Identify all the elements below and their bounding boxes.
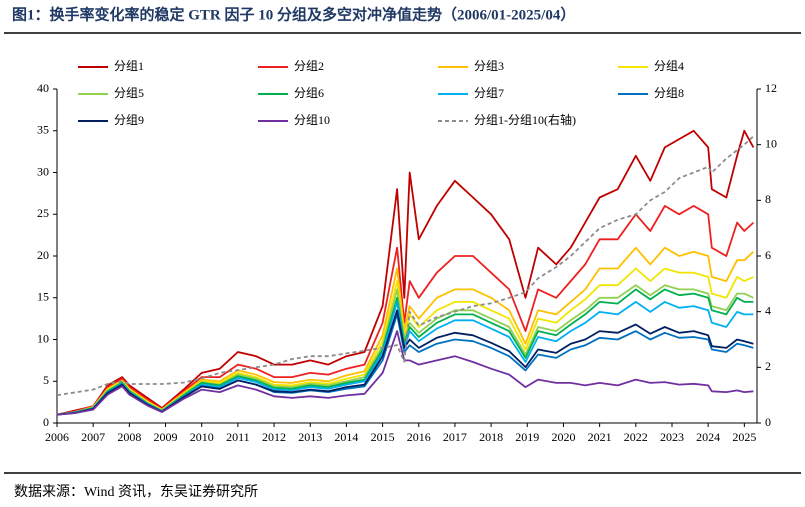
x-tick-label: 2017 [443, 430, 467, 444]
x-tick-label: 2021 [588, 430, 612, 444]
legend-label: 分组8 [654, 86, 684, 100]
x-tick-label: 2010 [190, 430, 214, 444]
y2-tick-label: 0 [765, 415, 771, 429]
y-tick-label: 30 [37, 164, 49, 178]
legend-label: 分组7 [474, 86, 504, 100]
legend-label: 分组6 [294, 86, 324, 100]
y-tick-label: 0 [43, 415, 49, 429]
y-tick-label: 20 [37, 248, 49, 262]
x-tick-label: 2014 [334, 430, 358, 444]
x-tick-label: 2008 [117, 430, 141, 444]
x-tick-label: 2011 [226, 430, 250, 444]
legend-label: 分组10 [294, 113, 330, 127]
legend-label: 分组1 [114, 59, 144, 73]
y2-tick-label: 6 [765, 248, 771, 262]
x-tick-label: 2012 [262, 430, 286, 444]
y-tick-label: 15 [37, 290, 49, 304]
legend-label: 分组2 [294, 59, 324, 73]
x-tick-label: 2020 [551, 430, 575, 444]
y-tick-label: 5 [43, 373, 49, 387]
x-tick-label: 2013 [298, 430, 322, 444]
x-tick-label: 2019 [515, 430, 539, 444]
x-tick-label: 2018 [479, 430, 503, 444]
legend-label: 分组9 [114, 113, 144, 127]
series-line [56, 330, 754, 416]
x-tick-label: 2022 [624, 430, 648, 444]
series-line [56, 309, 754, 416]
chart-title: 图1：换手率变化率的稳定 GTR 因子 10 分组及多空对冲净值走势（2006/… [12, 5, 575, 23]
y-tick-label: 35 [37, 123, 49, 137]
y-tick-label: 40 [37, 81, 49, 95]
x-tick-label: 2015 [371, 430, 395, 444]
legend-label: 分组1-分组10(右轴) [474, 112, 576, 127]
x-tick-label: 2023 [660, 430, 684, 444]
source-note: 数据来源：Wind 资讯，东吴证券研究所 [14, 484, 258, 500]
x-tick-label: 2016 [407, 430, 431, 444]
y2-tick-label: 4 [765, 303, 771, 317]
legend-label: 分组5 [114, 86, 144, 100]
series-line [56, 135, 755, 397]
legend-label: 分组4 [654, 59, 684, 73]
x-tick-label: 2009 [154, 430, 178, 444]
y-tick-label: 10 [37, 331, 49, 345]
x-tick-label: 2025 [732, 430, 756, 444]
y2-tick-label: 8 [765, 192, 771, 206]
series-line [56, 205, 755, 416]
x-tick-label: 2024 [696, 430, 720, 444]
x-tick-label: 2006 [45, 430, 69, 444]
y2-tick-label: 10 [765, 136, 777, 150]
y-tick-label: 25 [37, 206, 49, 220]
y2-tick-label: 2 [765, 359, 771, 373]
x-tick-label: 2007 [81, 430, 105, 444]
legend-label: 分组3 [474, 59, 504, 73]
series-line [56, 129, 755, 416]
y2-tick-label: 12 [765, 81, 777, 95]
